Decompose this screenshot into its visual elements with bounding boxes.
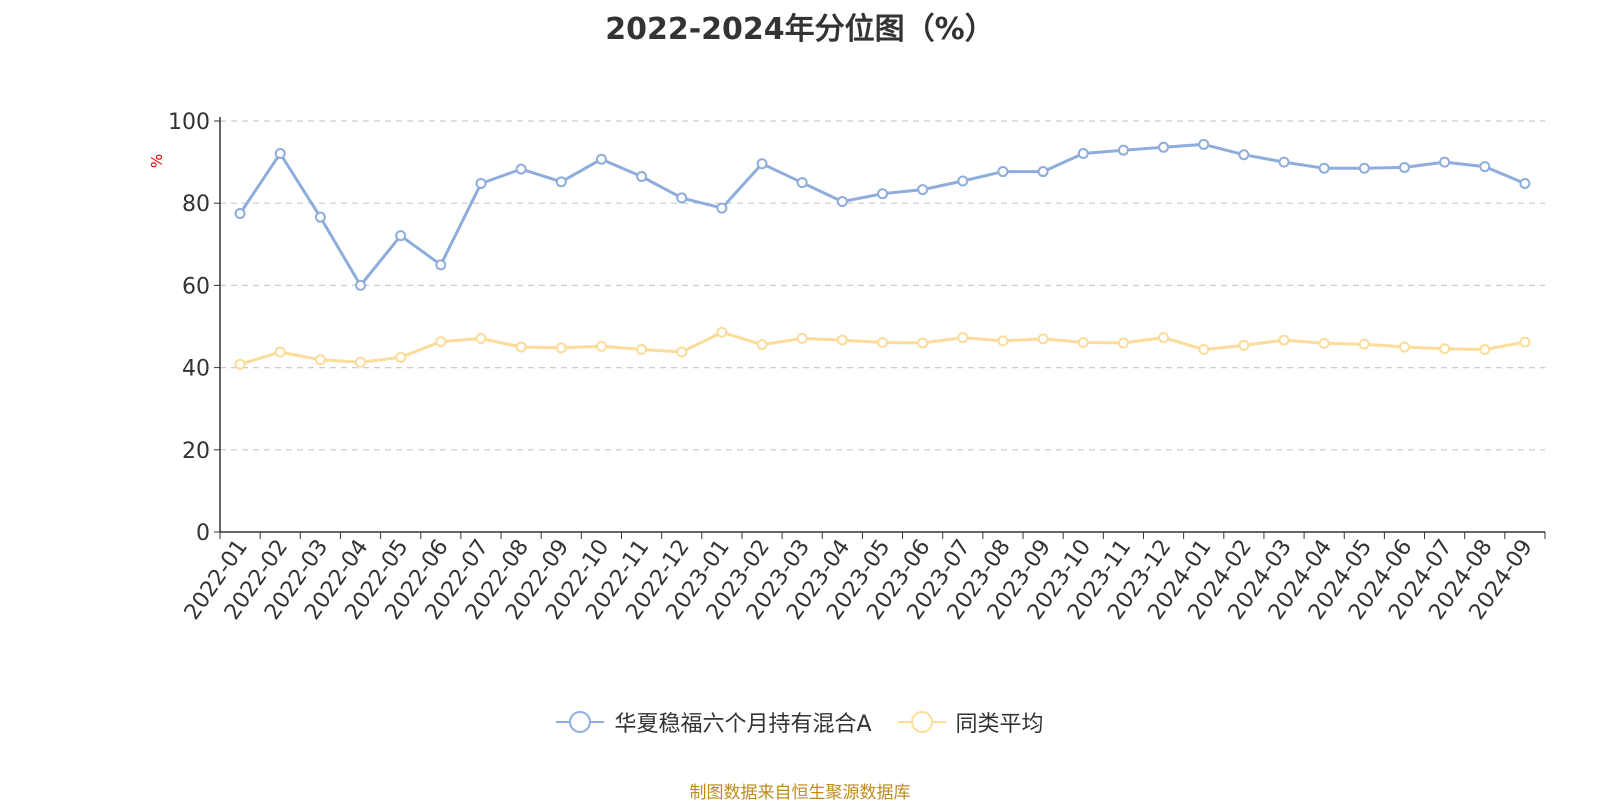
data-point-series-1 bbox=[716, 202, 728, 214]
data-point-series-2 bbox=[796, 332, 808, 344]
data-point-series-1 bbox=[395, 230, 407, 242]
data-point-series-2 bbox=[1198, 344, 1210, 356]
data-point-series-2 bbox=[1158, 332, 1170, 344]
y-tick-label: 20 bbox=[182, 439, 210, 464]
data-point-series-2 bbox=[1117, 337, 1129, 349]
data-point-series-1 bbox=[314, 211, 326, 223]
data-point-series-1 bbox=[435, 259, 447, 271]
data-point-series-1 bbox=[1519, 177, 1531, 189]
data-point-series-2 bbox=[595, 340, 607, 352]
data-point-series-1 bbox=[756, 158, 768, 170]
data-point-series-2 bbox=[676, 346, 688, 358]
data-point-series-1 bbox=[1278, 156, 1290, 168]
data-point-series-2 bbox=[957, 332, 969, 344]
data-point-series-2 bbox=[1037, 333, 1049, 345]
data-point-series-1 bbox=[234, 207, 246, 219]
data-point-series-2 bbox=[314, 354, 326, 366]
data-point-series-1 bbox=[917, 184, 929, 196]
legend-item-series-2[interactable]: 同类平均 bbox=[897, 706, 1044, 738]
chart-title: 2022-2024年分位图（%） bbox=[605, 12, 995, 47]
data-point-series-1 bbox=[555, 176, 567, 188]
data-point-series-1 bbox=[595, 153, 607, 165]
data-point-series-1 bbox=[475, 177, 487, 189]
y-tick-label: 60 bbox=[182, 274, 210, 299]
data-point-series-1 bbox=[1037, 166, 1049, 178]
y-tick-label: 80 bbox=[182, 192, 210, 217]
data-point-series-2 bbox=[1519, 336, 1531, 348]
data-point-series-2 bbox=[475, 332, 487, 344]
legend-marker-series-2 bbox=[897, 711, 946, 733]
data-point-series-1 bbox=[957, 175, 969, 187]
y-axis-label: % bbox=[148, 154, 166, 168]
data-point-series-1 bbox=[1198, 138, 1210, 150]
data-point-series-1 bbox=[997, 166, 1009, 178]
data-point-series-2 bbox=[274, 346, 286, 358]
data-point-series-1 bbox=[1077, 147, 1089, 159]
data-point-series-2 bbox=[877, 337, 888, 349]
data-point-series-2 bbox=[917, 337, 929, 349]
data-point-series-2 bbox=[395, 351, 407, 363]
data-point-series-1 bbox=[1398, 161, 1410, 173]
data-point-series-2 bbox=[515, 341, 527, 353]
data-point-series-2 bbox=[1479, 344, 1491, 356]
data-point-series-1 bbox=[1117, 144, 1129, 156]
data-point-series-1 bbox=[1318, 162, 1330, 174]
data-point-series-1 bbox=[274, 147, 286, 159]
data-point-series-2 bbox=[234, 358, 246, 370]
data-point-series-2 bbox=[756, 339, 768, 351]
legend-label-series-1: 华夏稳福六个月持有混合A bbox=[614, 712, 872, 737]
data-point-series-2 bbox=[435, 336, 447, 348]
data-point-series-1 bbox=[1238, 149, 1250, 161]
data-point-series-2 bbox=[1439, 343, 1451, 355]
data-point-series-1 bbox=[1479, 161, 1491, 173]
y-tick-label: 100 bbox=[168, 110, 210, 135]
data-point-series-2 bbox=[1077, 337, 1089, 349]
data-point-series-1 bbox=[355, 279, 367, 291]
data-point-series-1 bbox=[1358, 162, 1370, 174]
legend-marker-series-1 bbox=[556, 711, 605, 733]
data-point-series-2 bbox=[1318, 337, 1330, 349]
data-point-series-1 bbox=[636, 170, 648, 182]
legend-label-series-2: 同类平均 bbox=[955, 712, 1044, 737]
data-point-series-2 bbox=[716, 326, 728, 338]
data-point-series-1 bbox=[1158, 141, 1170, 153]
data-point-series-2 bbox=[1398, 341, 1410, 353]
data-point-series-1 bbox=[515, 163, 527, 175]
data-point-series-2 bbox=[836, 334, 848, 346]
y-tick-label: 40 bbox=[182, 357, 210, 382]
source-note: 制图数据来自恒生聚源数据库 bbox=[689, 783, 911, 803]
data-point-series-1 bbox=[796, 177, 808, 189]
data-point-series-2 bbox=[636, 344, 648, 356]
data-point-series-2 bbox=[1358, 338, 1370, 350]
y-tick-label: 0 bbox=[196, 521, 210, 546]
legend-item-series-1[interactable]: 华夏稳福六个月持有混合A bbox=[556, 706, 872, 738]
data-point-series-2 bbox=[1278, 334, 1290, 346]
data-point-series-2 bbox=[997, 335, 1009, 347]
data-point-series-2 bbox=[555, 342, 567, 354]
data-point-series-1 bbox=[1439, 156, 1451, 168]
series-line-1 bbox=[238, 142, 1526, 287]
data-point-series-2 bbox=[355, 356, 367, 368]
legend: 华夏稳福六个月持有混合A 同类平均 bbox=[0, 706, 1600, 738]
data-point-series-1 bbox=[877, 188, 888, 200]
data-point-series-1 bbox=[676, 192, 688, 204]
data-point-series-1 bbox=[836, 196, 848, 208]
data-point-series-2 bbox=[1238, 339, 1250, 351]
